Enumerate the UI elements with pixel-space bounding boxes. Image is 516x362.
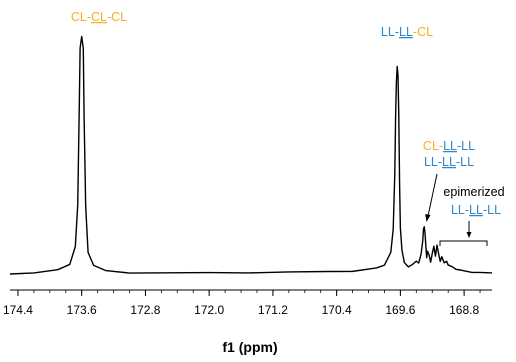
label-ll-ll-cl-part3: -CL: [413, 25, 433, 39]
x-axis-title: f1 (ppm): [222, 339, 277, 355]
x-tick-label-7: 168.8: [449, 303, 479, 317]
bracket-epimerized: [439, 240, 488, 246]
label-cl-cl-cl-part1: CL-: [71, 10, 91, 24]
label-ll-ll-ll-part2: LL: [442, 155, 456, 169]
label-epi-part2: LL: [469, 203, 483, 217]
label-cl-cl-cl-part3: -CL: [107, 10, 127, 24]
label-cl-ll-ll-part2: LL: [443, 139, 457, 153]
arrow-mixed-peak-head: [425, 214, 431, 222]
label-cl-ll-ll-part1: CL-: [423, 139, 443, 153]
x-tick-label-2: 172.8: [130, 303, 160, 317]
label-ll-ll-cl-part2: LL: [399, 25, 413, 39]
label-ll-ll-cl-part1: LL-: [381, 25, 399, 39]
x-tick-label-0: 174.4: [3, 303, 33, 317]
label-ll-ll-ll-part3: -LL: [456, 155, 474, 169]
label-ll-ll-ll: LL-LL-LL: [424, 155, 474, 169]
x-tick-label-1: 173.6: [67, 303, 97, 317]
label-ll-ll-cl: LL-LL-CL: [381, 25, 433, 39]
label-epimerized: epimerized: [443, 185, 504, 199]
x-axis-ticks: [17, 290, 481, 296]
x-tick-label-4: 171.2: [258, 303, 288, 317]
arrow-mixed-peak: [427, 173, 438, 217]
label-epi-part3: -LL: [483, 203, 501, 217]
label-cl-cl-cl: CL-CL-CL: [71, 10, 127, 24]
x-tick-label-6: 169.6: [385, 303, 415, 317]
label-cl-ll-ll: CL-LL-LL: [423, 139, 475, 153]
label-ll-ll-ll-part1: LL-: [424, 155, 442, 169]
x-tick-label-5: 170.4: [322, 303, 352, 317]
label-epimerized-ll-ll-ll: LL-LL-LL: [451, 203, 501, 217]
label-cl-cl-cl-part2: CL: [91, 10, 107, 24]
x-tick-label-3: 172.0: [194, 303, 224, 317]
spectrum-trace: [9, 35, 493, 275]
arrow-epimerized-head: [466, 232, 472, 238]
x-axis-tick-labels: 174.4 173.6 172.8 172.0 171.2 170.4 169.6 168.8: [3, 303, 480, 317]
label-cl-ll-ll-part3: -LL: [457, 139, 475, 153]
label-epi-part1: LL-: [451, 203, 469, 217]
